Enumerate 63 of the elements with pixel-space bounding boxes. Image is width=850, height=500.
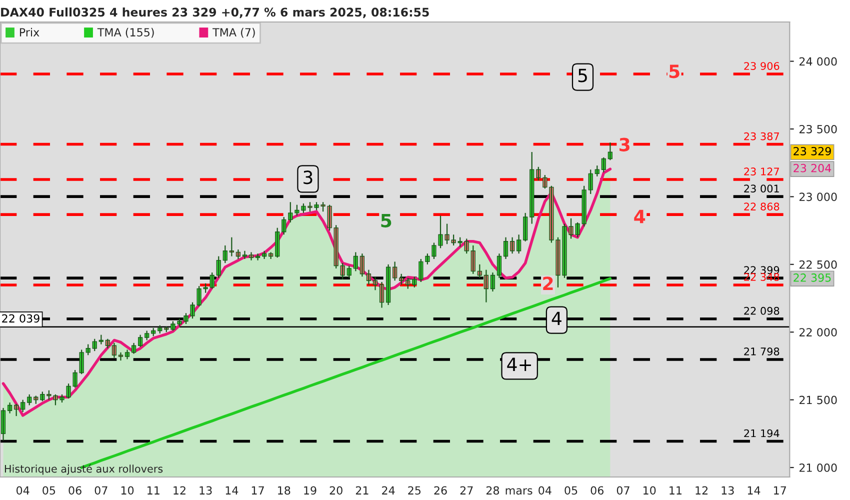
y-tick-label: 22 000 [799,328,837,336]
annotation: 23 204 [794,164,832,172]
x-tick-label: 13 [200,486,212,495]
annotation: 23 329 [794,146,831,156]
x-tick-label: 21 [356,486,368,494]
ref-line-label: 22 868 [744,202,780,211]
ref-line-label: 22 098 [744,306,780,315]
x-tick-label: 05 [42,486,56,495]
x-tick-label: 11 [670,486,682,494]
annotation: 4 [552,312,562,326]
annotation: Historique ajusté aux rollovers [4,464,163,475]
annotation: 22 395 [794,273,831,282]
ref-line-label: 23 127 [744,168,779,176]
annotation: 2 [543,276,553,290]
x-tick-label: 06 [590,486,604,495]
y-tick-label: 23 500 [799,124,837,134]
annotation: 5 [381,214,392,228]
x-tick-label: 17 [252,486,264,494]
x-tick-label: 26 [434,486,447,495]
x-tick-label: 10 [643,486,656,495]
ref-line-label: 22 039 [2,314,40,323]
ref-line-label: 23 001 [744,184,779,193]
x-tick-label: 06 [68,486,82,495]
annotation: 3 [620,138,630,152]
x-tick-label: 25 [408,486,420,495]
x-tick-label: 04 [538,486,552,495]
x-tick-label: 07 [616,486,630,495]
ref-line-label: 21 798 [744,348,780,356]
legend-label: TMA (7) [212,28,255,38]
x-tick-label: 27 [460,486,473,494]
y-tick-label: 22 500 [799,260,837,269]
x-tick-label: 12 [174,486,186,494]
annotation: 3 [304,170,312,184]
ref-line-label: 23 387 [744,132,779,140]
x-tick-label: 28 [486,486,500,495]
x-tick-label: 14 [748,486,760,494]
y-tick-label: 23 000 [799,192,837,202]
y-tick-label: 21 000 [799,463,837,472]
x-tick-label: 14 [226,486,238,494]
chart-title: DAX40 Full0325 4 heures 23 329 +0,77 % 6 mars 2025, 08:16:55 [1,7,429,18]
annotation: 4 [634,210,646,224]
x-tick-label: 05 [564,486,578,495]
x-tick-label: 10 [121,486,134,495]
legend-label: TMA (155) [97,28,154,38]
ref-line-label: 21 194 [744,429,780,438]
x-tick-label: mars [506,488,532,495]
x-tick-label: 07 [94,486,108,495]
y-tick-label: 24 000 [799,57,837,66]
annotation: 5 [578,68,587,82]
annotation: 5 [669,64,680,78]
x-tick-label: 13 [722,486,734,495]
x-tick-label: 17 [774,486,786,494]
x-tick-label: 04 [16,486,30,495]
x-tick-label: 18 [278,486,290,495]
ref-line-label: 23 906 [744,62,780,70]
legend-label: Prix [20,28,40,36]
annotation: 4+ [507,358,531,371]
x-tick-label: 11 [148,486,160,494]
y-tick-label: 21 500 [799,396,837,404]
x-tick-label: 12 [696,486,708,494]
x-tick-label: 20 [330,486,342,495]
x-tick-label: 24 [382,486,395,494]
x-tick-label: 19 [304,486,316,495]
